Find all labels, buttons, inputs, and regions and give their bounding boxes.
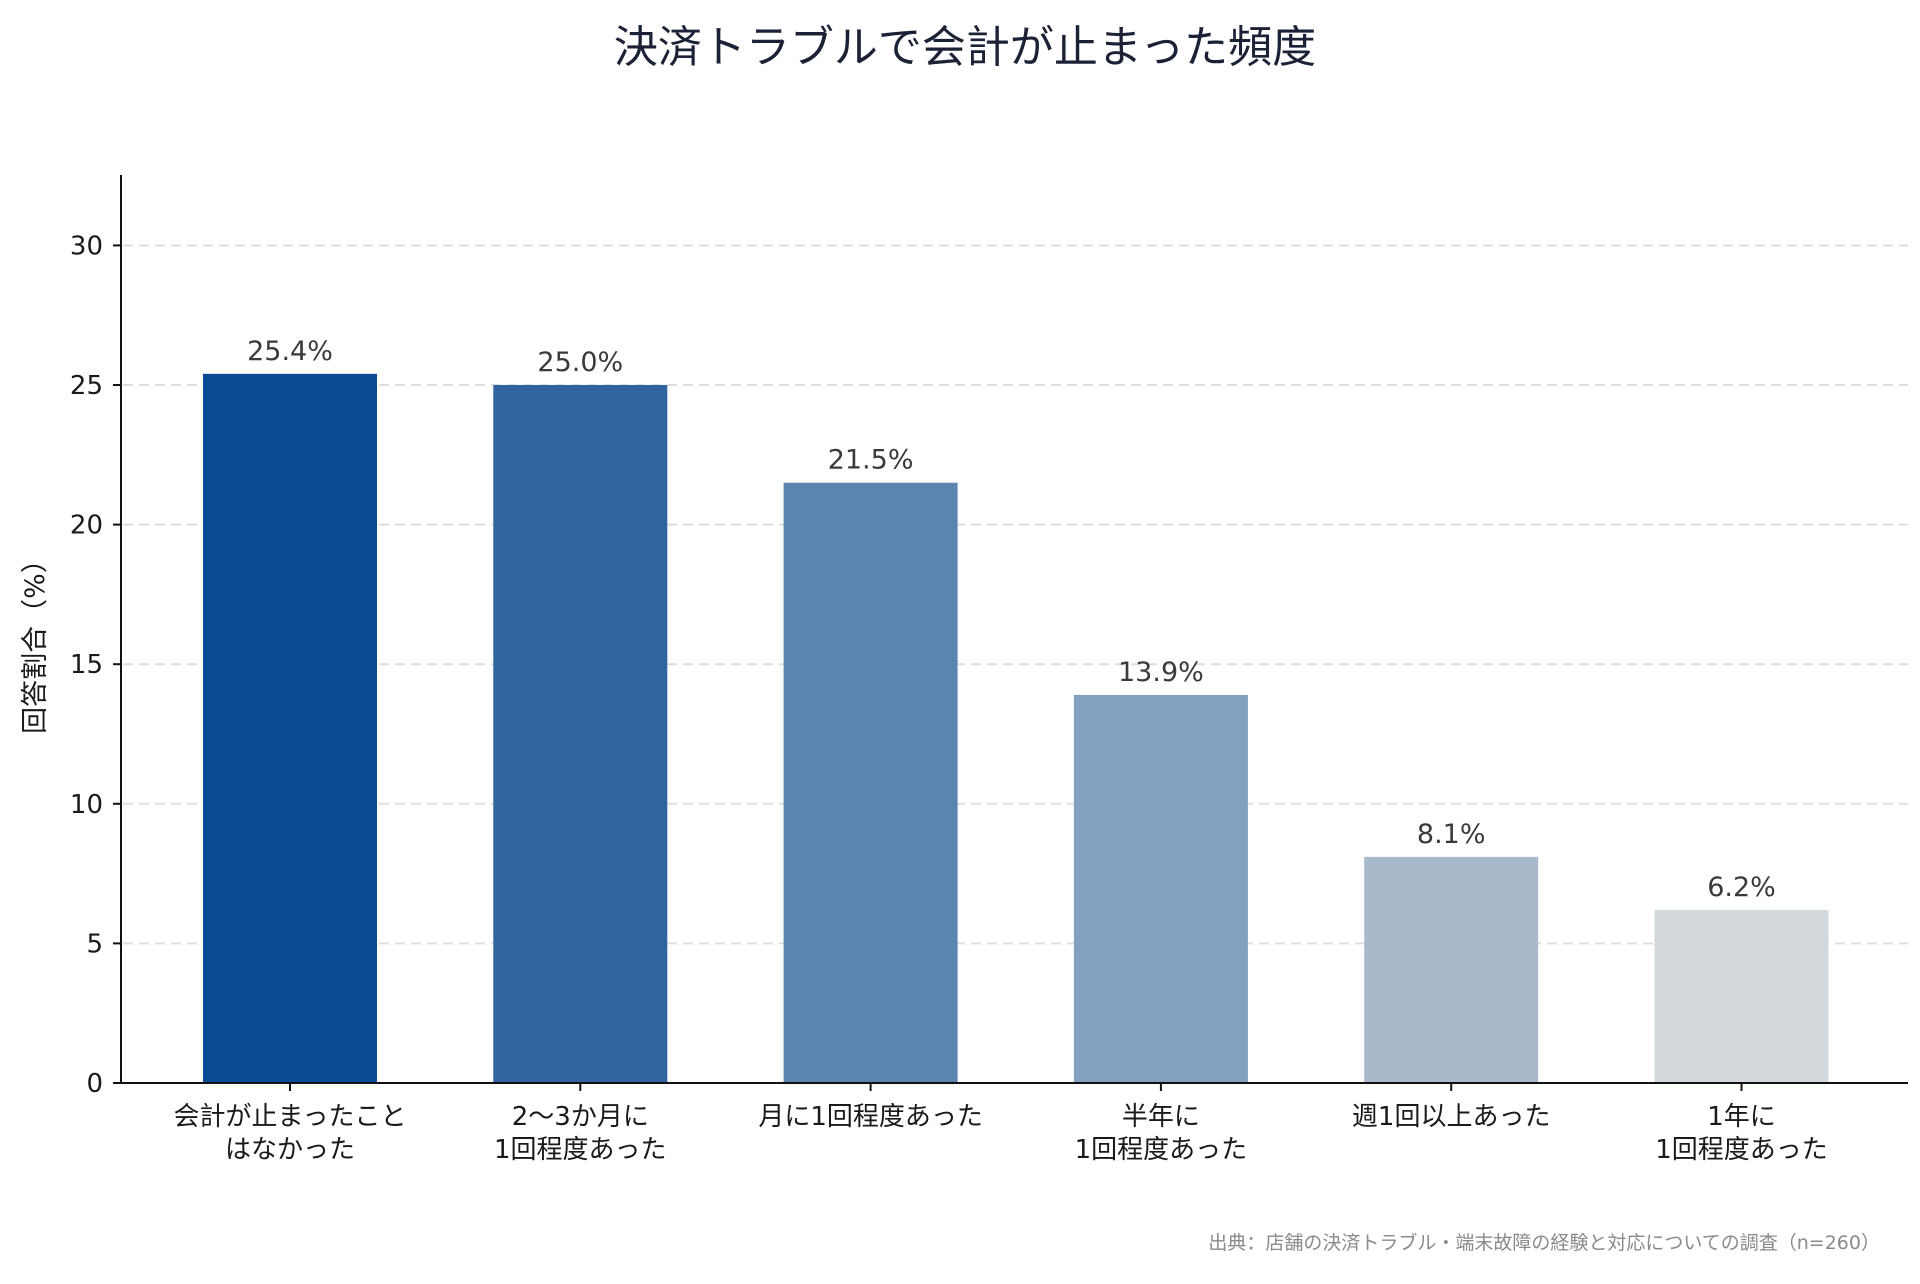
x-category-label: はなかった — [225, 1135, 355, 1165]
bar — [203, 373, 377, 1083]
x-category-label: 半年に — [1122, 1102, 1200, 1132]
y-axis-label: 回答割合（%） — [20, 546, 51, 734]
bar — [1654, 909, 1829, 1083]
bars — [203, 373, 1829, 1084]
bar — [493, 385, 668, 1083]
x-category-label: 2〜3か月に — [512, 1102, 649, 1132]
bar — [1364, 856, 1539, 1083]
y-tick-label: 25 — [70, 371, 103, 401]
bar — [1073, 694, 1248, 1083]
grid-lines — [123, 244, 1908, 945]
bar-data-label: 25.4% — [247, 336, 333, 367]
y-tick-label: 30 — [70, 231, 103, 261]
y-tick-label: 10 — [70, 790, 103, 820]
x-category-label: 1年に — [1707, 1102, 1776, 1132]
x-category-label: 1回程度あった — [1075, 1135, 1248, 1165]
x-category-label: 月に1回程度あった — [758, 1102, 983, 1132]
bar-data-label: 21.5% — [828, 445, 914, 476]
x-category-label: 1回程度あった — [494, 1135, 667, 1165]
y-tick-label: 20 — [70, 511, 103, 541]
y-tick-label: 0 — [86, 1069, 103, 1099]
y-tick-label: 15 — [70, 650, 103, 680]
bar-data-label: 6.2% — [1707, 872, 1776, 903]
x-category-label: 会計が止まったこと — [174, 1102, 407, 1132]
bar-data-label: 13.9% — [1118, 657, 1204, 688]
y-tick-label: 5 — [86, 929, 103, 959]
x-category-label: 週1回以上あった — [1352, 1102, 1551, 1132]
chart-title: 決済トラブルで会計が止まった頻度 — [614, 22, 1316, 73]
data-labels: 25.4% 25.0% 21.5% 13.9% 8.1% 6.2% — [247, 336, 1776, 903]
bar-data-label: 8.1% — [1417, 819, 1486, 850]
y-axis-ticks: 0 5 10 15 20 25 30 — [70, 231, 121, 1099]
source-note: 出典：店舗の決済トラブル・端末故障の経験と対応についての調査（n=260） — [1208, 1231, 1880, 1254]
x-category-label: 1回程度あった — [1655, 1135, 1828, 1165]
bar-data-label: 25.0% — [537, 347, 623, 378]
bar — [783, 482, 958, 1084]
